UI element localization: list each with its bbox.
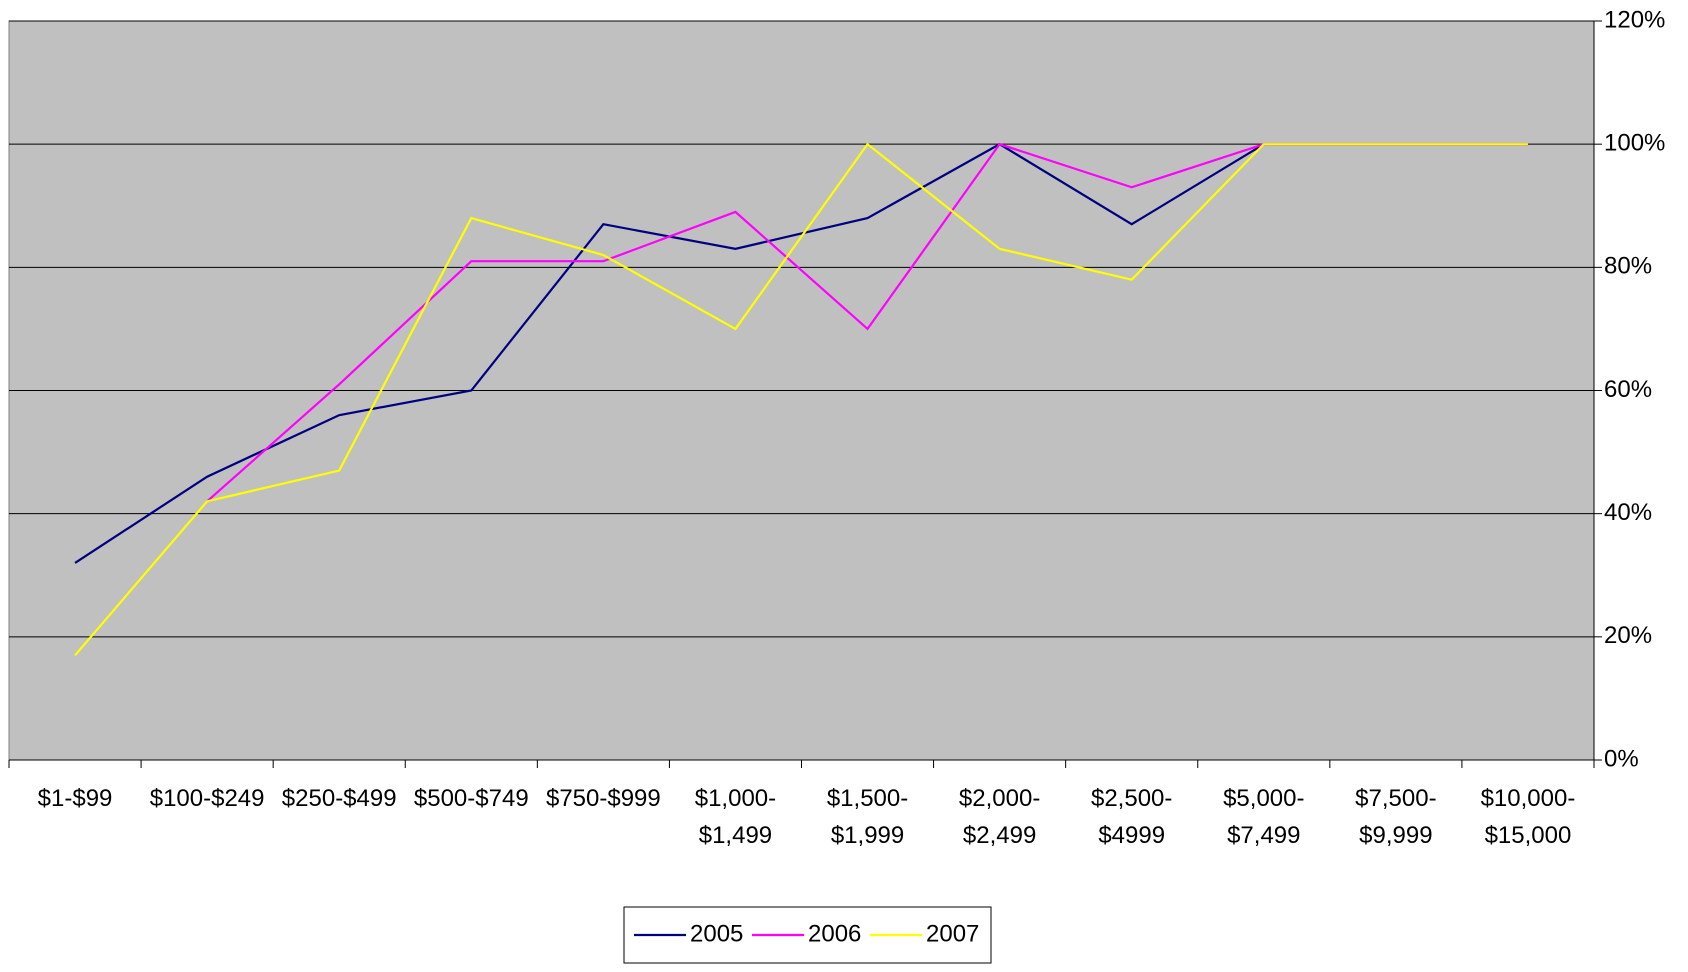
y-tick-label: 80% (1604, 253, 1652, 280)
legend-label: 2007 (926, 920, 979, 947)
x-tick-label: $5,000- $7,499 (1223, 785, 1305, 850)
x-tick-label-box: $1-$99 (37, 785, 113, 812)
x-tick-label: $100-$249 (149, 785, 265, 812)
y-tick-label: 40% (1604, 499, 1652, 526)
x-tick-label: $1,500- $1,999 (826, 785, 909, 850)
x-tick-label-box: $10,000- $15,000 (1480, 785, 1576, 850)
x-tick-label-box: $750-$999 (545, 785, 661, 812)
x-tick-label-box: $1,500- $1,999 (826, 785, 909, 850)
x-tick-label: $1-$99 (37, 785, 113, 812)
x-tick-label-box: $1,000- $1,499 (694, 785, 777, 850)
x-tick-label-box: $7,500- $9,999 (1355, 785, 1437, 850)
legend-label: 2005 (690, 920, 743, 947)
x-tick-label: $10,000- $15,000 (1480, 785, 1576, 850)
series-line (74, 142, 1528, 657)
x-tick-label-box: $2,500- $4999 (1090, 785, 1173, 850)
x-tick-label: $1,000- $1,499 (694, 785, 777, 850)
y-tick-label: 120% (1604, 6, 1665, 33)
x-tick-label: $750-$999 (545, 785, 661, 812)
x-tick-label: $2,500- $4999 (1090, 785, 1173, 850)
x-tick-label-box: $500-$749 (413, 785, 529, 812)
legend-label: 2006 (808, 920, 861, 947)
x-tick-label: $2,000- $2,499 (958, 785, 1041, 850)
x-tick-label-box: $100-$249 (149, 785, 265, 812)
x-tick-label-box: $2,000- $2,499 (958, 785, 1041, 850)
x-tick-label: $7,500- $9,999 (1355, 785, 1437, 850)
x-tick-label-box: $250-$499 (281, 785, 397, 812)
x-tick-label: $500-$749 (413, 785, 529, 812)
y-tick-label: 60% (1604, 376, 1652, 403)
x-tick-label: $250-$499 (281, 785, 397, 812)
x-tick-label-box: $5,000- $7,499 (1223, 785, 1305, 850)
y-tick-label: 20% (1604, 622, 1652, 649)
y-tick-label: 0% (1604, 745, 1639, 772)
y-tick-label: 100% (1604, 130, 1665, 157)
